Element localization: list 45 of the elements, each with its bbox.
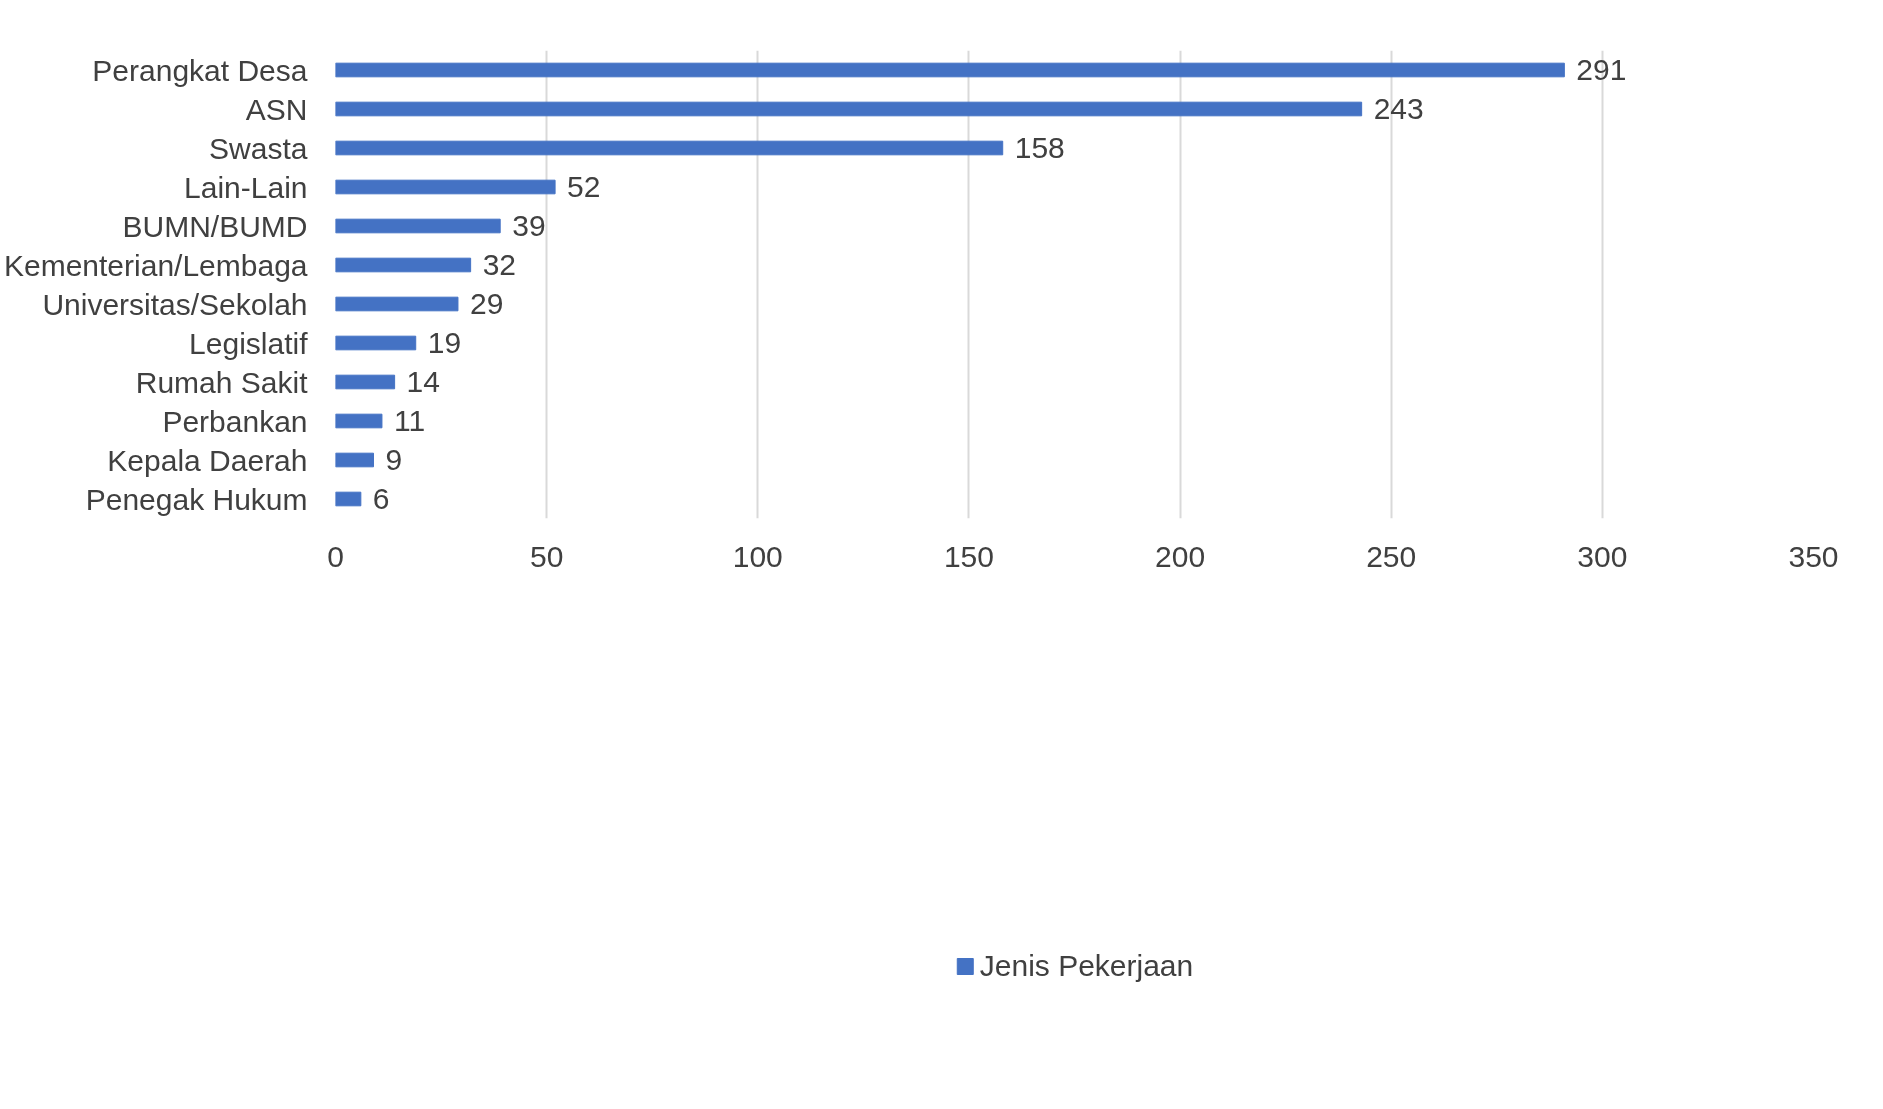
bar — [335, 179, 556, 195]
data-label: 11 — [393, 404, 426, 437]
bar — [335, 218, 501, 234]
y-tick-label: BUMN/BUMD — [122, 209, 308, 243]
bar — [335, 257, 472, 273]
data-label: 14 — [406, 365, 440, 398]
bar — [335, 374, 396, 390]
data-label: 19 — [427, 326, 462, 359]
data-label: 291 — [1576, 53, 1627, 86]
data-label: 243 — [1373, 92, 1424, 125]
data-label: 39 — [512, 209, 546, 242]
x-tick-label: 350 — [1788, 539, 1839, 573]
y-tick-label: Universitas/Sekolah — [42, 287, 308, 321]
bar — [335, 491, 362, 507]
bar — [335, 413, 383, 429]
y-tick-label: Perangkat Desa — [92, 53, 308, 87]
bar — [335, 101, 1363, 117]
x-tick-label: 300 — [1577, 539, 1628, 573]
data-label: 52 — [567, 170, 601, 203]
y-tick-label: Legislatif — [189, 326, 309, 360]
y-tick-label: ASN — [245, 92, 308, 126]
y-tick-label: Rumah Sakit — [135, 365, 309, 399]
legend-label: Jenis Pekerjaan — [979, 948, 1194, 983]
y-tick-label: Kementerian/Lembaga — [3, 248, 308, 282]
bar — [335, 140, 1004, 156]
y-tick-label: Penegak Hukum — [85, 482, 308, 516]
bar — [335, 452, 375, 468]
bar — [335, 335, 417, 351]
y-tick-label: Lain-Lain — [184, 170, 308, 204]
x-tick-label: 100 — [732, 539, 783, 573]
bar — [335, 296, 459, 312]
data-label: 29 — [469, 287, 504, 320]
data-label: 158 — [1014, 131, 1065, 164]
y-tick-label: Perbankan — [162, 404, 308, 438]
x-tick-label: 50 — [529, 539, 564, 573]
y-tick-label: Kepala Daerah — [107, 443, 308, 477]
x-tick-label: 0 — [327, 539, 344, 573]
x-tick-label: 200 — [1155, 539, 1206, 573]
y-tick-label: Swasta — [209, 131, 308, 165]
x-tick-label: 250 — [1366, 539, 1417, 573]
data-label: 6 — [372, 482, 390, 515]
data-label: 9 — [385, 443, 403, 476]
bar — [335, 62, 1565, 78]
data-label: 32 — [482, 248, 517, 281]
x-tick-label: 150 — [943, 539, 994, 573]
